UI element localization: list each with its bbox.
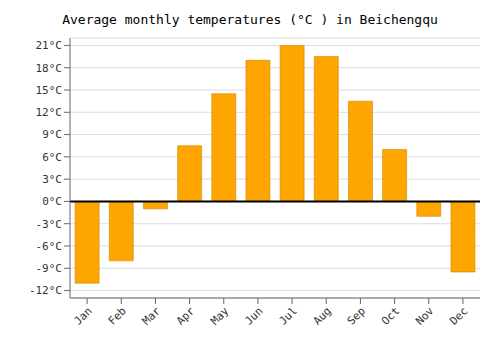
svg-text:-9°C: -9°C (36, 262, 63, 275)
svg-text:Aug: Aug (311, 304, 334, 327)
html-text:Average monthly temperatures (: Average monthly temperatures (°C ) in Be… (62, 12, 438, 27)
svg-text:9°C: 9°C (42, 128, 62, 141)
svg-text:Oct: Oct (379, 304, 402, 327)
svg-text:6°C: 6°C (42, 151, 62, 164)
svg-text:Apr: Apr (174, 304, 198, 328)
svg-text:0°C: 0°C (42, 195, 62, 208)
svg-text:Jul: Jul (276, 304, 299, 327)
svg-text:Jan: Jan (71, 304, 94, 327)
svg-text:Dec: Dec (447, 304, 470, 327)
svg-text:Nov: Nov (413, 304, 437, 328)
svg-text:May: May (208, 304, 232, 328)
svg-text:-12°C: -12°C (29, 284, 62, 297)
svg-text:Feb: Feb (106, 304, 129, 327)
svg-text:12°C: 12°C (36, 106, 63, 119)
svg-text:-3°C: -3°C (36, 218, 63, 231)
svg-text:18°C: 18°C (36, 62, 63, 75)
svg-text:15°C: 15°C (36, 84, 63, 97)
svg-text:Mar: Mar (140, 304, 164, 328)
svg-text:21°C: 21°C (36, 39, 63, 52)
svg-text:Sep: Sep (345, 304, 368, 327)
svg-text:Jun: Jun (242, 304, 265, 327)
svg-text:3°C: 3°C (42, 173, 62, 186)
svg-text:-6°C: -6°C (36, 240, 63, 253)
